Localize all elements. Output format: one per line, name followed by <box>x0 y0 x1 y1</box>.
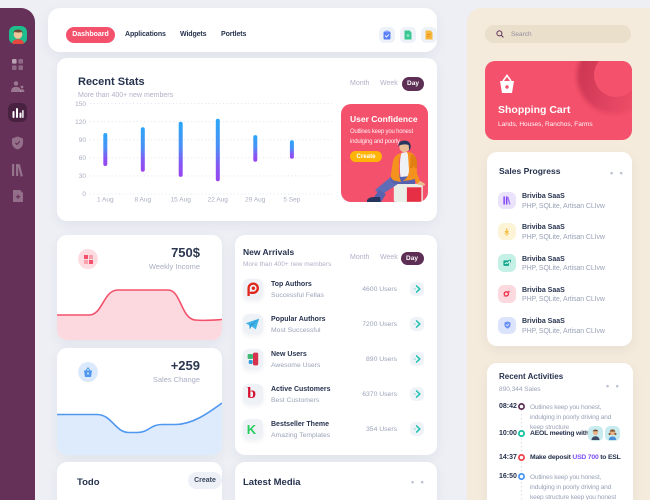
svg-text:8 Aug: 8 Aug <box>134 197 151 204</box>
svg-text:22 Aug: 22 Aug <box>208 197 229 204</box>
svg-text:5 Sep: 5 Sep <box>283 197 300 204</box>
svg-text:0: 0 <box>82 191 86 198</box>
svg-text:1 Aug: 1 Aug <box>97 197 114 204</box>
svg-text:150: 150 <box>75 101 86 108</box>
svg-text:29 Aug: 29 Aug <box>245 197 266 204</box>
svg-text:60: 60 <box>79 155 87 162</box>
svg-text:90: 90 <box>79 137 87 144</box>
svg-text:30: 30 <box>79 173 87 180</box>
svg-text:120: 120 <box>75 119 86 126</box>
svg-text:15 Aug: 15 Aug <box>171 197 192 204</box>
